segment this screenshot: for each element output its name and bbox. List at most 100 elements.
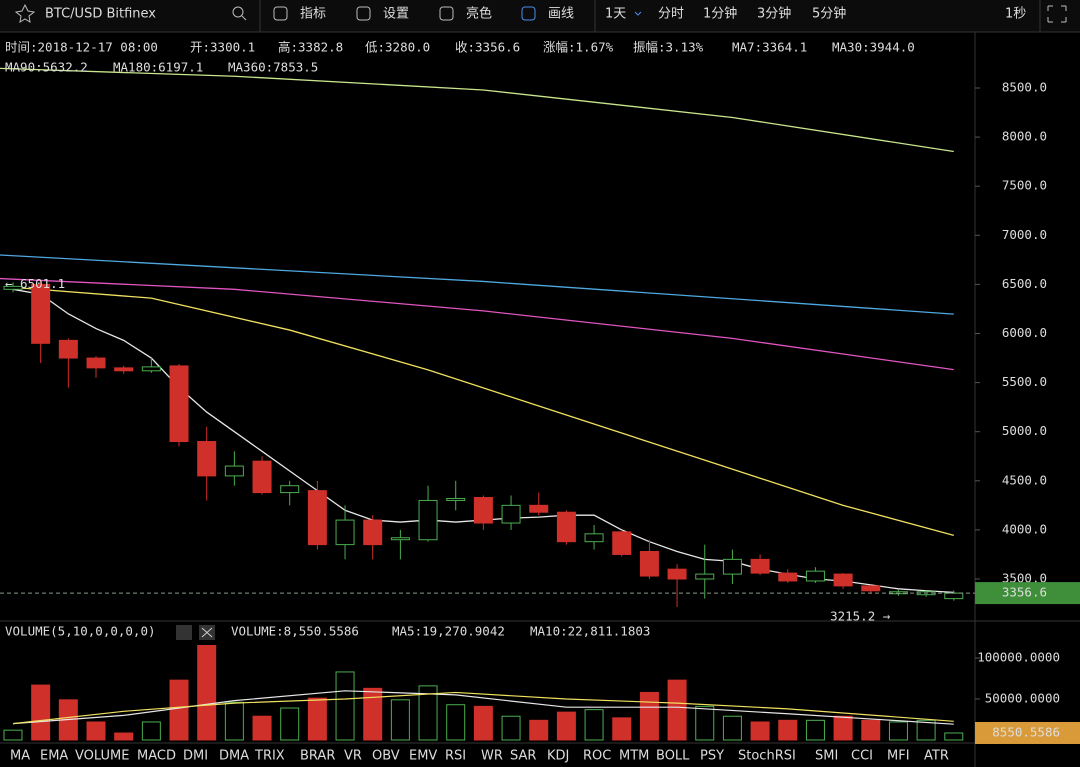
volume-legend: VOLUME:8,550.5586	[231, 624, 359, 639]
volume-tag-label: 8550.5586	[992, 724, 1060, 739]
period[interactable]: 分时	[658, 7, 684, 22]
toolbar-item[interactable]: 指标	[300, 7, 326, 22]
volume-bar	[280, 707, 300, 741]
candle-body	[805, 570, 825, 582]
toolbar-item[interactable]: 画线	[548, 7, 574, 22]
period[interactable]: 5分钟	[812, 6, 846, 22]
ma-line	[0, 67, 954, 153]
indicator-tab[interactable]: WR	[481, 749, 503, 764]
indicator-tab[interactable]: TRIX	[254, 749, 285, 764]
toolbar	[0, 0, 1080, 32]
toolbar-item[interactable]: 亮色	[466, 6, 492, 22]
indicator-tab[interactable]: ATR	[924, 749, 949, 764]
candle-body	[501, 504, 521, 524]
volume-bar	[833, 715, 853, 741]
volume-legend: MA5:19,270.9042	[392, 624, 505, 639]
period[interactable]: 1秒	[1005, 7, 1026, 22]
candle-body	[556, 511, 576, 543]
indicator-tab[interactable]: EMA	[40, 749, 68, 764]
volume-bar	[224, 701, 244, 741]
settings-button[interactable]	[176, 625, 192, 640]
volume-bar	[556, 711, 576, 741]
indicator-tab[interactable]: VR	[344, 749, 362, 764]
volume-bar	[3, 729, 23, 741]
indicator-tab[interactable]: EMV	[409, 749, 437, 764]
ma-legend: MA180:6197.1	[113, 60, 203, 75]
candle-body	[446, 497, 466, 501]
volume-bar	[363, 687, 383, 741]
info: MA30:3944.0	[832, 40, 915, 55]
candle-body	[722, 558, 742, 575]
indicator-tab[interactable]: CCI	[851, 749, 873, 764]
candle-body	[833, 573, 853, 587]
indicator-tab[interactable]: BOLL	[656, 749, 690, 764]
volume-bar	[141, 721, 161, 741]
volume-bar	[307, 697, 327, 741]
volume-bar	[169, 679, 189, 741]
volume-bar	[473, 705, 493, 741]
annotation: ← 6501.1	[5, 276, 65, 291]
volume-bar	[612, 717, 632, 741]
indicator-tab[interactable]: DMA	[219, 749, 249, 764]
volume-bar	[529, 719, 549, 741]
indicator-tab[interactable]: SAR	[510, 749, 536, 764]
volume-bar	[31, 684, 51, 741]
period[interactable]: 1分钟	[703, 6, 737, 22]
indicator-tab[interactable]: RSI	[445, 749, 466, 764]
indicator-tab[interactable]: BRAR	[300, 749, 335, 764]
search-icon-handle	[241, 15, 247, 21]
candle-body	[252, 460, 272, 494]
indicator-tab[interactable]: DMI	[183, 749, 208, 764]
y-tick-label: 4000.0	[1002, 521, 1047, 536]
indicator-tab[interactable]: VOLUME	[75, 749, 129, 764]
ma-line	[0, 254, 954, 315]
volume-bar	[197, 645, 217, 741]
volume-bar	[888, 721, 908, 741]
indicator-tab[interactable]: OBV	[372, 749, 400, 764]
volume-bar	[861, 719, 881, 741]
period[interactable]: 1天	[605, 7, 626, 22]
volume-bar	[639, 691, 659, 741]
candle-body	[612, 531, 632, 555]
candle-body	[307, 490, 327, 546]
y-tick-label: 50000.0000	[985, 691, 1060, 706]
ma-legend: MA90:5632.2	[5, 60, 88, 75]
candle-body	[861, 585, 881, 592]
price-tag	[975, 582, 1080, 605]
candle-body	[529, 504, 549, 513]
candle-body	[639, 551, 659, 577]
indicator-tab[interactable]: StochRSI	[738, 749, 796, 764]
candle-body	[58, 339, 78, 359]
close-icon	[201, 627, 213, 638]
fullscreen-icon[interactable]	[1047, 5, 1067, 23]
candle-body	[473, 496, 493, 524]
candle-body	[363, 519, 383, 546]
y-tick-label: 100000.0000	[977, 650, 1060, 665]
indicator-tab[interactable]: SMI	[815, 749, 838, 764]
symbol[interactable]: BTC/USD Bitfinex	[45, 7, 156, 22]
candle-body	[86, 357, 106, 369]
indicator-tab[interactable]: ROC	[583, 749, 611, 764]
star-icon[interactable]	[14, 3, 36, 23]
indicator-tab[interactable]: MA	[10, 749, 30, 764]
toolbar-icon	[356, 6, 371, 21]
y-tick-label: 5500.0	[1002, 374, 1047, 389]
indicator-tab[interactable]: MACD	[137, 749, 176, 764]
candle-body	[778, 572, 798, 582]
candle-body	[695, 573, 715, 580]
indicator-tab[interactable]: MTM	[619, 749, 649, 764]
indicator-tab[interactable]: KDJ	[547, 749, 569, 764]
indicator-tab[interactable]: PSY	[700, 749, 724, 764]
indicator-tab[interactable]: MFI	[887, 749, 910, 764]
info: 高:3382.8	[278, 40, 343, 55]
toolbar-icon	[273, 6, 288, 21]
ma-legend: MA360:7853.5	[228, 60, 318, 75]
period[interactable]: 3分钟	[757, 6, 791, 22]
toolbar-item[interactable]: 设置	[383, 7, 409, 22]
candle-body	[141, 366, 161, 372]
search-icon[interactable]	[232, 6, 244, 18]
volume-tag	[975, 721, 1080, 744]
y-tick-label: 4500.0	[1002, 472, 1047, 487]
volume-bar	[86, 721, 106, 741]
